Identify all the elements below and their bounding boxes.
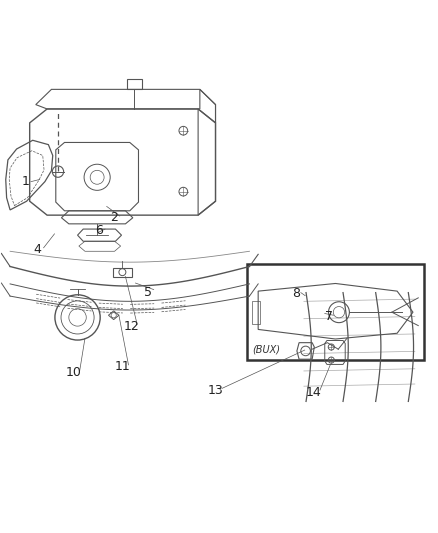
Text: 2: 2 xyxy=(110,211,118,224)
Text: 11: 11 xyxy=(114,360,130,373)
Text: 10: 10 xyxy=(65,366,81,379)
Bar xyxy=(113,268,132,277)
Bar xyxy=(127,79,141,89)
Text: 14: 14 xyxy=(306,386,322,399)
Text: 6: 6 xyxy=(95,224,103,237)
Text: 5: 5 xyxy=(145,286,152,299)
Text: (BUX): (BUX) xyxy=(253,345,280,355)
Text: 4: 4 xyxy=(34,243,42,256)
Text: 1: 1 xyxy=(21,175,29,188)
Text: 13: 13 xyxy=(208,384,223,397)
Text: 8: 8 xyxy=(292,287,300,300)
Bar xyxy=(247,264,424,360)
Bar xyxy=(252,301,260,324)
Text: 12: 12 xyxy=(123,320,139,333)
Text: 7: 7 xyxy=(325,310,333,323)
